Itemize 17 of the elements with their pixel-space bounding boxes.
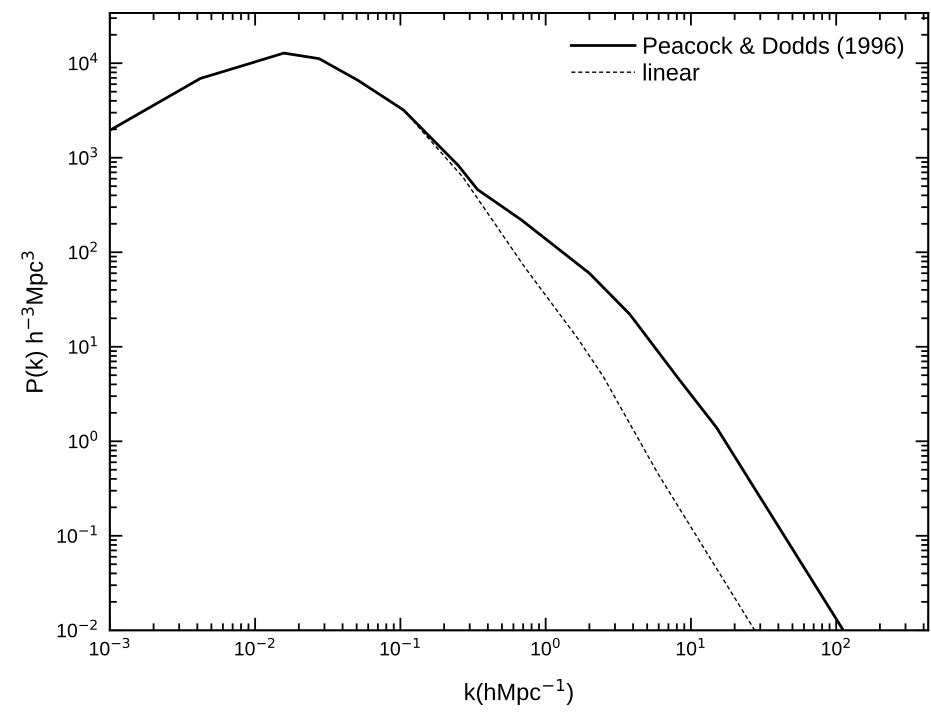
- x-tick-label: 10$^{−2}$: [235, 638, 274, 656]
- y-tick-label: 10$^{−2}$: [58, 620, 97, 638]
- x-tick-label: 10$^{0}$: [532, 638, 560, 656]
- y-axis-title: P(k) h$^{−3}$Mpc$^{3}$: [21, 252, 48, 392]
- x-axis-title: k(hMpc$^{−1}$): [465, 678, 573, 705]
- y-tick-label: 10$^{−1}$: [58, 525, 97, 543]
- x-tick-label: 10$^{−1}$: [380, 638, 420, 656]
- x-tick-label: 10$^{1}$: [676, 638, 705, 656]
- y-tick-label: 10$^{4}$: [69, 52, 98, 70]
- legend-label: Peacock & Dodds (1996): [644, 36, 904, 59]
- y-tick-label: 10$^{1}$: [69, 336, 97, 354]
- y-tick-label: 10$^{0}$: [69, 430, 98, 448]
- y-tick-label: 10$^{2}$: [69, 242, 97, 260]
- x-tick-label: 10$^{−3}$: [90, 638, 130, 656]
- legend-label: linear: [644, 63, 700, 81]
- x-tick-label: 10$^{2}$: [822, 638, 850, 656]
- y-tick-label: 10$^{3}$: [69, 147, 98, 165]
